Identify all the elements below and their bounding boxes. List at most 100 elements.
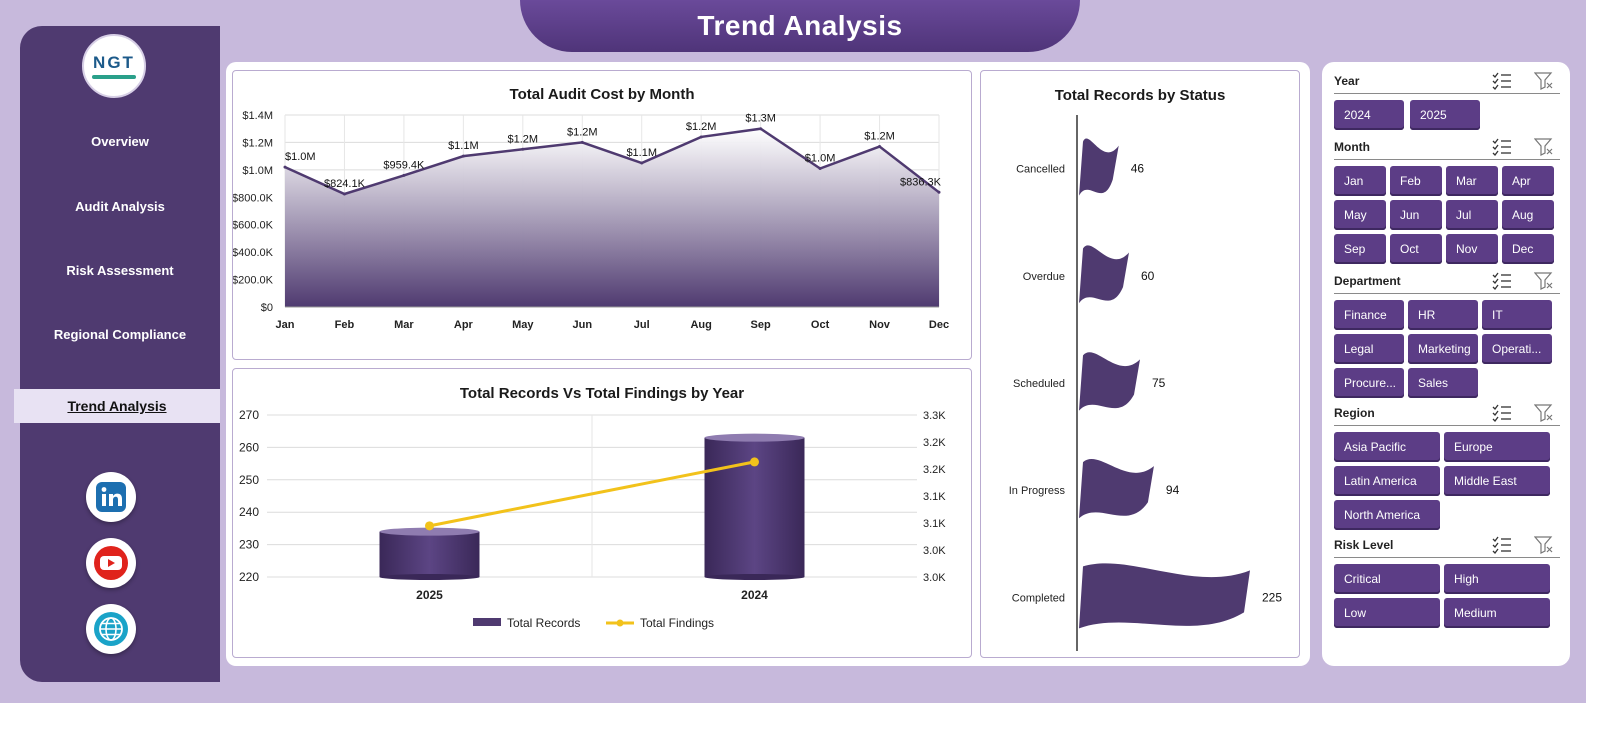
filter-chip-department[interactable]: Sales	[1408, 368, 1478, 398]
clear-filter-icon[interactable]	[1533, 138, 1554, 156]
nav-item-label: Risk Assessment	[66, 263, 174, 278]
x-tick-label: May	[512, 319, 534, 331]
multi-select-icon[interactable]	[1492, 536, 1512, 554]
audit-cost-point	[521, 147, 525, 151]
y-right-tick-label: 3.3K	[923, 410, 946, 422]
y-tick-label: $1.0M	[242, 165, 273, 177]
data-label: $1.2M	[686, 121, 717, 133]
filter-chip-department[interactable]: Finance	[1334, 300, 1404, 330]
nav-item-regional-compliance[interactable]: Regional Compliance	[20, 327, 220, 342]
clear-filter-icon[interactable]	[1533, 536, 1554, 554]
y-right-tick-label: 3.0K	[923, 545, 946, 557]
status-title: Total Records by Status	[1054, 87, 1226, 104]
records-bar-base	[704, 574, 805, 580]
x-tick-label: 2024	[741, 588, 768, 602]
audit-cost-line	[284, 127, 940, 196]
filter-header-month: Month	[1334, 136, 1560, 160]
x-tick-label: Nov	[869, 319, 891, 331]
data-label: $824.1K	[324, 178, 366, 190]
nav-item-risk-assessment[interactable]: Risk Assessment	[20, 263, 220, 278]
filter-header-region: Region	[1334, 402, 1560, 426]
nav-item-trend-analysis[interactable]: Trend Analysis	[14, 389, 220, 423]
audit-cost-card: Total Audit Cost by Month $0 $200.0K $400.…	[232, 70, 972, 360]
nav-item-overview[interactable]: Overview	[20, 134, 220, 149]
page-title: Trend Analysis	[697, 10, 903, 41]
y-right-tick-label: 3.1K	[923, 518, 946, 530]
filter-label: Risk Level	[1334, 538, 1394, 552]
y-left-tick-label: 260	[239, 440, 259, 454]
status-bar	[1079, 352, 1140, 411]
audit-cost-point	[461, 154, 465, 158]
clear-filter-icon[interactable]	[1533, 72, 1554, 90]
filter-chip-risk-level[interactable]: Low	[1334, 598, 1440, 628]
audit-cost-chart: $0 $200.0K $400.0K $600.0K $800.0K $1.0M $1.2M…	[233, 110, 949, 331]
filter-chip-month[interactable]: Jun	[1390, 200, 1442, 230]
y-tick-label: $0	[261, 302, 273, 314]
filter-chip-region[interactable]: Europe	[1444, 432, 1550, 462]
filter-chip-region[interactable]: Asia Pacific	[1334, 432, 1440, 462]
filter-chip-month[interactable]: Jan	[1334, 166, 1386, 196]
multi-select-icon[interactable]	[1492, 272, 1512, 290]
multi-select-icon[interactable]	[1492, 138, 1512, 156]
audit-cost-point	[699, 135, 703, 139]
filter-chip-department[interactable]: HR	[1408, 300, 1478, 330]
audit-cost-area	[285, 128, 939, 307]
filter-header-risk-level: Risk Level	[1334, 534, 1560, 558]
records-bar-top	[704, 433, 805, 442]
x-tick-label: 2025	[416, 588, 443, 602]
company-logo[interactable]: NGT	[82, 34, 146, 98]
clear-filter-icon[interactable]	[1533, 404, 1554, 422]
filter-chip-month[interactable]: Feb	[1390, 166, 1442, 196]
filter-chip-month[interactable]: Nov	[1446, 234, 1498, 264]
filter-chip-region[interactable]: Latin America	[1334, 466, 1440, 496]
nav-item-audit-analysis[interactable]: Audit Analysis	[20, 199, 220, 214]
filter-chip-department[interactable]: Marketing	[1408, 334, 1478, 364]
website-button[interactable]	[86, 604, 136, 654]
filter-chip-department[interactable]: Legal	[1334, 334, 1404, 364]
youtube-button[interactable]	[86, 538, 136, 588]
status-bar	[1079, 245, 1129, 304]
filter-chip-month[interactable]: Apr	[1502, 166, 1554, 196]
y-left-tick-label: 240	[239, 505, 259, 519]
filter-chip-month[interactable]: Aug	[1502, 200, 1554, 230]
filter-chip-month[interactable]: May	[1334, 200, 1386, 230]
clear-filter-icon[interactable]	[1533, 272, 1554, 290]
filter-chip-risk-level[interactable]: High	[1444, 564, 1550, 594]
filter-chip-region[interactable]: North America	[1334, 500, 1440, 530]
multi-select-icon[interactable]	[1492, 72, 1512, 90]
audit-cost-point	[580, 140, 584, 144]
filter-chip-year[interactable]: 2025	[1410, 100, 1480, 130]
y-left-tick-label: 230	[239, 538, 259, 552]
filter-chip-risk-level[interactable]: Medium	[1444, 598, 1550, 628]
x-tick-label: Jun	[572, 319, 592, 331]
audit-cost-point	[342, 192, 346, 196]
filter-chip-month[interactable]: Sep	[1334, 234, 1386, 264]
x-tick-label: Apr	[454, 319, 474, 331]
filter-chip-department[interactable]: Procure...	[1334, 368, 1404, 398]
filter-chip-risk-level[interactable]: Critical	[1334, 564, 1440, 594]
filter-chip-year[interactable]: 2024	[1334, 100, 1404, 130]
filter-header-year: Year	[1334, 70, 1560, 94]
filter-chip-month[interactable]: Dec	[1502, 234, 1554, 264]
filter-chip-month[interactable]: Mar	[1446, 166, 1498, 196]
x-tick-label: Jan	[276, 319, 295, 331]
status-value-label: 225	[1262, 590, 1282, 604]
linkedin-button[interactable]	[86, 472, 136, 522]
filter-chip-department[interactable]: IT	[1482, 300, 1552, 330]
x-tick-label: Aug	[690, 319, 711, 331]
filter-chip-department[interactable]: Operati...	[1482, 334, 1552, 364]
y-tick-label: $1.2M	[242, 137, 273, 149]
nav-item-label: Audit Analysis	[75, 199, 165, 214]
filter-label: Region	[1334, 406, 1375, 420]
filter-chip-month[interactable]: Jul	[1446, 200, 1498, 230]
multi-select-icon[interactable]	[1492, 404, 1512, 422]
filter-chip-region[interactable]: Middle East	[1444, 466, 1550, 496]
filter-chip-month[interactable]: Oct	[1390, 234, 1442, 264]
page-title-tab: Trend Analysis	[520, 0, 1080, 52]
data-label: $1.1M	[626, 147, 657, 159]
x-tick-label: Dec	[929, 319, 949, 331]
status-category-label: Scheduled	[1013, 378, 1065, 390]
globe-icon	[94, 612, 128, 646]
filter-panel: Year 2024 2025 Month Jan Feb Mar Apr May Jun Jul Au…	[1322, 62, 1570, 666]
records-findings-title: Total Records Vs Total Findings by Year	[459, 385, 745, 402]
